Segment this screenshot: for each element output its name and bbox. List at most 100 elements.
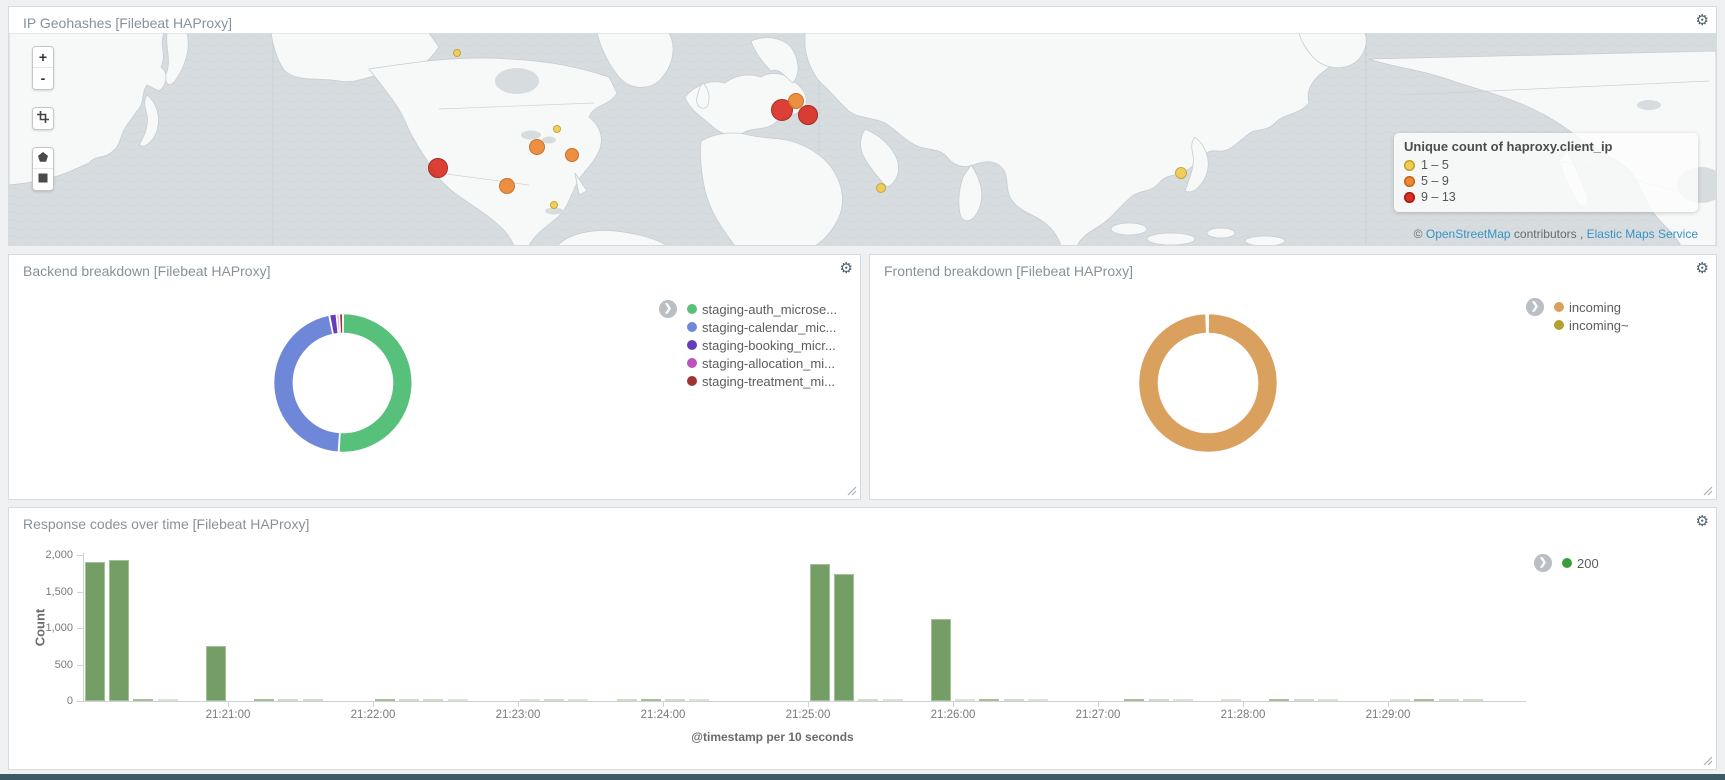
geohash-point[interactable] <box>788 93 804 109</box>
legend-label: incoming~ <box>1569 317 1629 333</box>
geohash-point[interactable] <box>529 139 545 155</box>
donut-slice[interactable] <box>273 315 340 453</box>
bar[interactable] <box>1027 699 1048 701</box>
bar[interactable] <box>1172 699 1193 701</box>
bar[interactable] <box>568 699 589 701</box>
zoom-out-button[interactable]: - <box>33 68 53 89</box>
resize-handle-icon[interactable] <box>1703 756 1713 766</box>
legend-item[interactable]: incoming <box>1554 298 1629 316</box>
geohash-point[interactable] <box>876 183 886 193</box>
donut-slice[interactable] <box>329 314 339 335</box>
bar[interactable] <box>1462 699 1483 701</box>
zoom-in-button[interactable]: + <box>33 47 53 68</box>
legend-item[interactable]: 1 – 5 <box>1404 157 1688 173</box>
bar[interactable] <box>1438 699 1459 701</box>
donut-slice[interactable] <box>1206 313 1209 334</box>
bar[interactable] <box>616 699 637 701</box>
bar[interactable] <box>882 699 903 701</box>
bar[interactable] <box>254 698 275 701</box>
backend-donut-chart[interactable] <box>263 303 423 463</box>
bar[interactable] <box>423 699 444 701</box>
legend-toggle-icon[interactable]: ❯ <box>659 300 677 318</box>
geohash-point[interactable] <box>798 105 818 125</box>
gear-icon[interactable]: ⚙ <box>839 260 853 277</box>
panel-frontend-breakdown: Frontend breakdown [Filebeat HAProxy] ⚙ … <box>869 254 1717 500</box>
x-tick-label: 21:22:00 <box>350 709 396 721</box>
resize-handle-icon[interactable] <box>1703 486 1713 496</box>
geohash-point[interactable] <box>499 178 515 194</box>
bar[interactable] <box>834 574 855 701</box>
world-map[interactable]: + - Unique count <box>9 33 1716 245</box>
bar[interactable] <box>1317 699 1338 701</box>
legend-item[interactable]: staging-calendar_mic... <box>687 318 837 336</box>
legend-item[interactable]: incoming~ <box>1554 316 1629 334</box>
legend-swatch-icon <box>687 322 697 332</box>
bar[interactable] <box>1269 699 1290 701</box>
legend-toggle-icon[interactable]: ❯ <box>1526 298 1544 316</box>
bar[interactable] <box>1293 699 1314 701</box>
y-tick-mark <box>77 628 83 629</box>
bar[interactable] <box>931 618 951 701</box>
geohash-point[interactable] <box>453 49 461 57</box>
x-tick-mark <box>228 701 229 707</box>
gear-icon[interactable]: ⚙ <box>1695 12 1709 29</box>
geohash-point[interactable] <box>428 158 448 178</box>
x-tick-mark <box>373 701 374 707</box>
geohash-point[interactable] <box>1175 167 1187 179</box>
bar[interactable] <box>810 563 831 701</box>
bar[interactable] <box>447 699 468 701</box>
legend-item[interactable]: staging-allocation_mi... <box>687 354 837 372</box>
panel-title: Frontend breakdown [Filebeat HAProxy] <box>884 263 1134 279</box>
bar[interactable] <box>399 699 420 701</box>
donut-slice[interactable] <box>339 313 413 453</box>
bar[interactable] <box>1148 699 1169 701</box>
donut-slice[interactable] <box>339 313 343 334</box>
legend-item[interactable]: staging-treatment_mi... <box>687 372 837 390</box>
gear-icon[interactable]: ⚙ <box>1695 260 1709 277</box>
elastic-maps-service-link[interactable]: Elastic Maps Service <box>1586 227 1698 241</box>
bar[interactable] <box>544 699 565 701</box>
legend-item[interactable]: staging-auth_microse... <box>687 300 837 318</box>
bar[interactable] <box>375 698 395 701</box>
bar[interactable] <box>133 699 154 701</box>
legend-toggle-icon[interactable]: ❯ <box>1534 554 1552 572</box>
fit-data-bounds-button[interactable] <box>33 108 53 129</box>
bar[interactable] <box>1003 699 1024 701</box>
bar[interactable] <box>157 699 178 701</box>
geohash-point[interactable] <box>550 201 558 209</box>
geohash-point[interactable] <box>565 148 579 162</box>
bar[interactable] <box>1221 699 1241 701</box>
bar[interactable] <box>302 699 323 701</box>
legend-item[interactable]: staging-booking_micr... <box>687 336 837 354</box>
geohash-point[interactable] <box>553 125 561 133</box>
frontend-donut-chart[interactable] <box>1128 303 1288 463</box>
bar[interactable] <box>640 699 661 701</box>
donut-slice[interactable] <box>336 313 340 334</box>
bar[interactable] <box>278 699 299 701</box>
geohash-point[interactable] <box>771 99 793 121</box>
bar[interactable] <box>520 699 541 701</box>
map-legend-title: Unique count of haproxy.client_ip <box>1404 139 1613 154</box>
legend-item[interactable]: 9 – 13 <box>1404 189 1688 205</box>
gear-icon[interactable]: ⚙ <box>1695 513 1709 530</box>
bar[interactable] <box>858 699 879 701</box>
bar[interactable] <box>689 699 710 701</box>
draw-rectangle-button[interactable] <box>33 169 53 190</box>
bar[interactable] <box>1414 699 1435 701</box>
bar[interactable] <box>1124 699 1145 701</box>
bar[interactable] <box>955 699 976 701</box>
legend-item[interactable]: 200 <box>1562 554 1599 572</box>
bar[interactable] <box>1390 699 1411 701</box>
bar[interactable] <box>665 699 686 701</box>
backend-legend: staging-auth_microse... staging-calendar_… <box>687 300 837 390</box>
bar[interactable] <box>979 699 1000 701</box>
legend-item[interactable]: 5 – 9 <box>1404 173 1688 189</box>
bar[interactable] <box>205 645 226 701</box>
rectangle-icon <box>38 173 48 183</box>
resize-handle-icon[interactable] <box>847 486 857 496</box>
draw-polygon-button[interactable] <box>33 148 53 169</box>
bar[interactable] <box>85 562 105 701</box>
bar[interactable] <box>109 560 130 701</box>
openstreetmap-link[interactable]: OpenStreetMap <box>1425 227 1511 241</box>
donut-slice[interactable] <box>1138 313 1278 453</box>
